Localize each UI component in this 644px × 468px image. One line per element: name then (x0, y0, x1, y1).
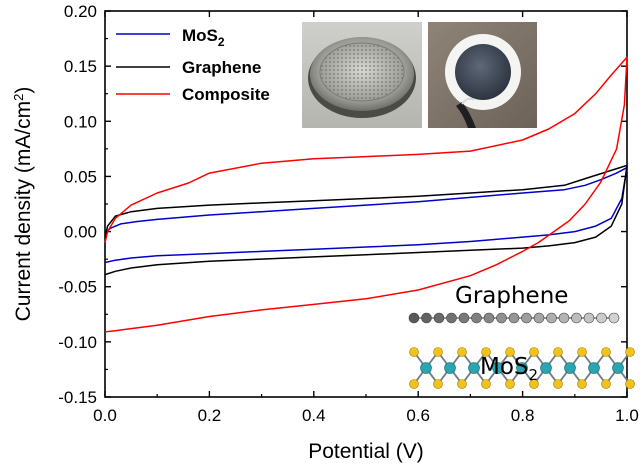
x-tick-labels: 0.0 0.2 0.4 0.6 0.8 1.0 (93, 406, 639, 425)
coin-cell-photo (302, 22, 422, 128)
y-tick-label: -0.05 (58, 278, 97, 297)
sulfur-atom (433, 347, 443, 357)
sulfur-atom (481, 347, 491, 357)
y-tick-label: 0.10 (64, 112, 97, 131)
molybdenum-atom (492, 362, 504, 374)
sulfur-atom (505, 379, 515, 389)
x-tick-label: 0.6 (406, 406, 430, 425)
x-axis-title: Potential (V) (308, 440, 424, 463)
graphene-atom (583, 312, 595, 324)
sulfur-atom (481, 379, 491, 389)
sulfur-atom (529, 347, 539, 357)
graphene-atom (496, 312, 507, 324)
series-line-mos2 (104, 166, 628, 264)
graphene-label: Graphene (455, 283, 568, 309)
y-tick-label: 0.20 (64, 2, 97, 21)
graphene-atom (571, 312, 582, 324)
graphene-atom (546, 312, 557, 324)
graphene-atom (608, 312, 620, 324)
y-tick-label: 0.00 (64, 223, 97, 242)
sulfur-atom (433, 379, 443, 389)
sulfur-atom (457, 347, 467, 357)
legend-label-mos2: MoS2 (182, 26, 225, 49)
molybdenum-atom (540, 362, 552, 374)
sulfur-atom (553, 347, 563, 357)
graphene-atom (558, 312, 570, 324)
mos2-label: MoS2 (480, 354, 538, 384)
sulfur-atom (601, 379, 611, 389)
molybdenum-atom (612, 362, 624, 374)
y-tick-label: 0.15 (64, 57, 97, 76)
sulfur-atom (577, 347, 587, 357)
y-tick-label: 0.05 (64, 167, 97, 186)
sulfur-atom (529, 379, 539, 389)
molybdenum-atom (468, 362, 480, 374)
molybdenum-atom (564, 362, 576, 374)
mos2-structure: MoS2 (409, 347, 635, 389)
y-axis-title: Current density (mA/cm2) (11, 87, 35, 322)
molybdenum-atom (516, 362, 528, 374)
sulfur-atom (505, 347, 515, 357)
graphene-atom (521, 312, 532, 324)
sulfur-atom (577, 379, 587, 389)
graphene-atom (433, 312, 445, 324)
series-line-graphene (104, 164, 628, 276)
x-tick-label: 1.0 (615, 406, 639, 425)
graphene-structure: Graphene (408, 283, 620, 324)
graphene-atom (408, 312, 420, 324)
legend-label-graphene: Graphene (182, 58, 261, 77)
series-lines (104, 56, 628, 333)
y-tick-labels: -0.15 -0.10 -0.05 0.00 0.05 0.10 0.15 0.20 (58, 2, 97, 407)
y-tick-label: -0.10 (58, 333, 97, 352)
sulfur-atom (601, 347, 611, 357)
legend: MoS2 Graphene Composite (116, 26, 270, 104)
electrode-photo (428, 22, 537, 128)
x-tick-label: 0.8 (511, 406, 535, 425)
x-tick-label: 0.4 (302, 406, 326, 425)
molybdenum-atom (420, 362, 432, 374)
graphene-atom (471, 312, 482, 324)
sulfur-atom (409, 347, 419, 357)
graphene-atom (458, 312, 470, 324)
graphene-atom (483, 312, 495, 324)
molybdenum-atom (588, 362, 600, 374)
x-tick-label: 0.2 (198, 406, 222, 425)
y-tick-label: -0.15 (58, 388, 97, 407)
legend-label-composite: Composite (182, 85, 270, 104)
sulfur-atom (625, 347, 635, 357)
sulfur-atom (457, 379, 467, 389)
sulfur-atom (553, 379, 563, 389)
graphene-atom (596, 312, 607, 324)
graphene-atom (508, 312, 520, 324)
sulfur-atom (409, 379, 419, 389)
graphene-atom (533, 312, 545, 324)
x-tick-label: 0.0 (93, 406, 117, 425)
molybdenum-atom (444, 362, 456, 374)
series-line-composite (104, 56, 628, 333)
graphene-atom (446, 312, 457, 324)
graphene-atom (421, 312, 432, 324)
sulfur-atom (625, 379, 635, 389)
